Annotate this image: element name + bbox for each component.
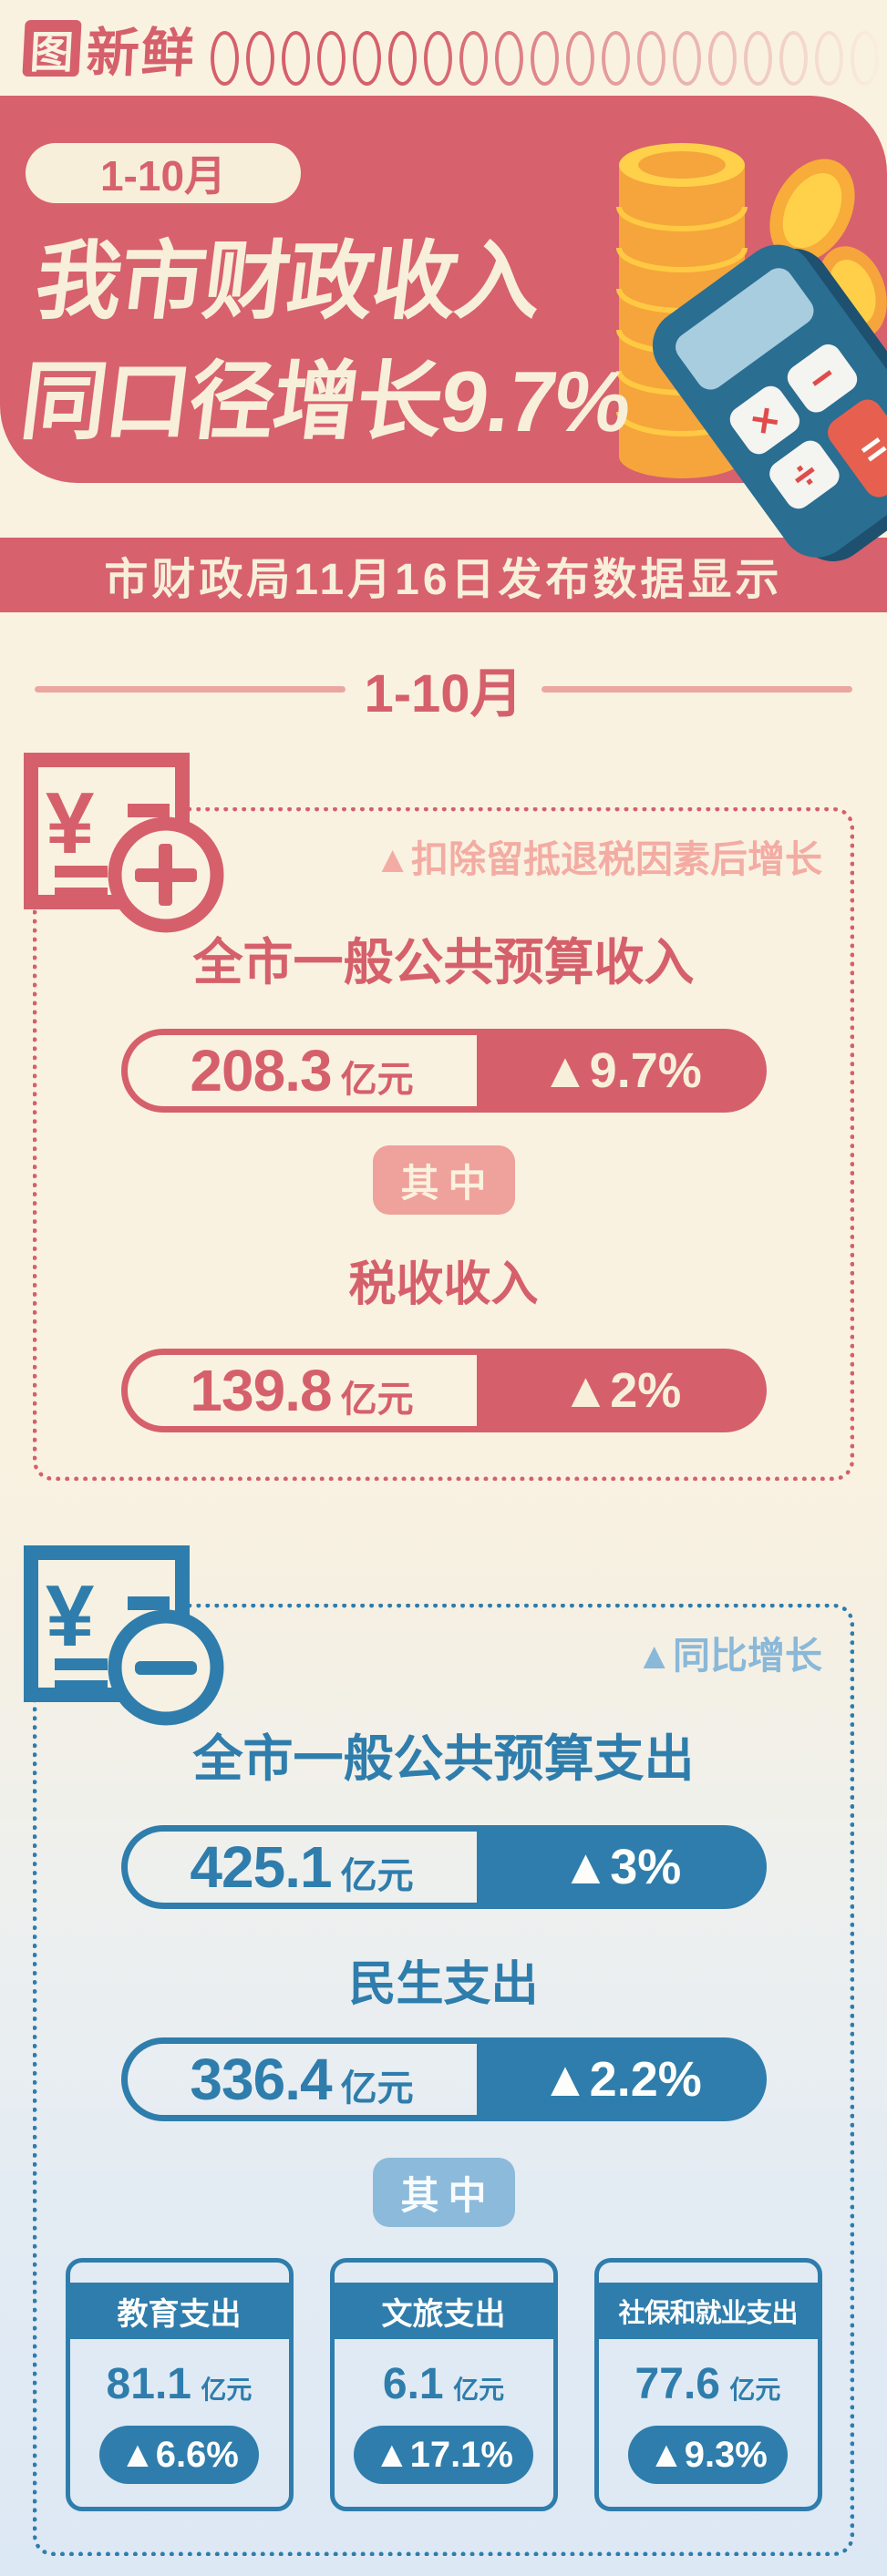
card-social-security: 社保和就业支出 77.6 亿元 ▲9.3% (593, 2258, 822, 2511)
card-social-security-label: 社保和就业支出 (593, 2283, 822, 2339)
card-education-amount: 81.1 亿元 (70, 2359, 289, 2409)
revenue-title: 全市一般公共预算收入 (192, 934, 695, 990)
revenue-note: ▲扣除留抵退税因素后增长 (374, 838, 822, 880)
expenditure-total-unit: 亿元 (340, 1856, 414, 1896)
card-education-unit: 亿元 (201, 2376, 253, 2404)
revenue-total-amount: 208.3 亿元 (120, 1029, 477, 1113)
period-badge: 1-10月 (26, 143, 301, 203)
expenditure-cards: 教育支出 81.1 亿元 ▲6.6% 文旅支出 6.1 亿元 ▲17.1% (37, 2258, 850, 2511)
livelihood-pill: 336.4 亿元 ▲2.2% (120, 2037, 767, 2121)
card-social-security-amount: 77.6 亿元 (599, 2359, 818, 2409)
tax-revenue-change: ▲2% (476, 1349, 767, 1432)
top-bar: 图 新鲜 (0, 0, 887, 96)
invoice-plus-icon: ¥ (22, 751, 233, 939)
expenditure-total-value: 425.1 (190, 1834, 332, 1900)
zero-oval (637, 31, 666, 86)
subtitle-bar: 市财政局11月16日发布数据显示 (0, 538, 887, 612)
expenditure-title: 全市一般公共预算支出 (192, 1730, 695, 1787)
card-culture-tourism-unit: 亿元 (453, 2376, 505, 2404)
livelihood-title: 民生支出 (348, 1958, 539, 2011)
zero-oval (246, 31, 275, 86)
expenditure-total-pill: 425.1 亿元 ▲3% (120, 1825, 767, 1909)
card-education: 教育支出 81.1 亿元 ▲6.6% (65, 2258, 294, 2511)
livelihood-value: 336.4 (190, 2047, 332, 2112)
zero-oval (779, 31, 809, 86)
expenditure-total-change: ▲3% (476, 1825, 767, 1909)
card-culture-tourism: 文旅支出 6.1 亿元 ▲17.1% (329, 2258, 558, 2511)
tax-revenue-title: 税收收入 (348, 1258, 539, 1311)
zero-oval (424, 31, 453, 86)
zeros-decoration (211, 30, 887, 87)
card-social-security-value: 77.6 (634, 2360, 720, 2408)
expenditure-dotted-box: ▲同比增长 全市一般公共预算支出 425.1 亿元 ▲3% 民生支出 336.4… (33, 1604, 854, 2556)
livelihood-change: ▲2.2% (476, 2037, 767, 2121)
zero-oval (851, 31, 880, 86)
zero-oval (744, 31, 773, 86)
zero-oval (673, 31, 702, 86)
period-section-heading: 1-10月 (0, 654, 887, 724)
invoice-minus-icon: ¥ (22, 1544, 233, 1731)
expenditure-total-amount: 425.1 亿元 (120, 1825, 477, 1909)
card-social-security-change: ▲9.3% (628, 2426, 788, 2484)
coins-calculator-illustration: × − ÷ = (604, 101, 887, 562)
tax-revenue-pill: 139.8 亿元 ▲2% (120, 1349, 767, 1432)
expenditure-among-badge: 其中 (372, 2158, 515, 2227)
coins-calculator-icon: × − ÷ = (616, 143, 887, 562)
heading-line-right (541, 685, 852, 693)
zero-oval (531, 31, 560, 86)
livelihood-unit: 亿元 (340, 2068, 414, 2109)
card-education-change: ▲6.6% (99, 2426, 259, 2484)
card-education-label: 教育支出 (65, 2283, 294, 2339)
livelihood-amount: 336.4 亿元 (120, 2037, 477, 2121)
period-section-label: 1-10月 (364, 664, 523, 724)
tax-revenue-amount: 139.8 亿元 (120, 1349, 477, 1432)
revenue-total-unit: 亿元 (340, 1060, 414, 1100)
revenue-total-change: ▲9.7% (476, 1029, 767, 1113)
zero-oval (282, 31, 311, 86)
tax-revenue-unit: 亿元 (340, 1380, 414, 1420)
card-education-value: 81.1 (106, 2360, 191, 2408)
revenue-total-value: 208.3 (190, 1038, 332, 1103)
brand-logo-text: 新鲜 (85, 24, 198, 83)
card-culture-tourism-value: 6.1 (382, 2360, 444, 2408)
revenue-among-badge: 其中 (372, 1145, 515, 1215)
zero-oval (211, 31, 240, 86)
revenue-panel: ¥ ▲扣除留抵退税因素后增长 全市一般公共预算收入 208.3 亿元 ▲9.7%… (24, 753, 854, 1481)
zero-oval (815, 31, 844, 86)
card-social-security-unit: 亿元 (729, 2376, 781, 2404)
revenue-dotted-box: ▲扣除留抵退税因素后增长 全市一般公共预算收入 208.3 亿元 ▲9.7% 其… (33, 807, 854, 1481)
zero-oval (317, 31, 346, 86)
main-title-line1: 我市财政收入 (30, 233, 546, 329)
zero-oval (495, 31, 524, 86)
revenue-total-pill: 208.3 亿元 ▲9.7% (120, 1029, 767, 1113)
zero-oval (388, 31, 418, 86)
card-culture-tourism-label: 文旅支出 (329, 2283, 558, 2339)
heading-line-left (35, 685, 346, 693)
svg-text:¥: ¥ (46, 775, 94, 872)
main-title: 我市财政收入 同口径增长9.7% (15, 221, 652, 461)
header-banner: 1-10月 我市财政收入 同口径增长9.7% (0, 96, 887, 562)
zero-oval (602, 31, 631, 86)
zero-oval (566, 31, 595, 86)
main-title-line2: 同口径增长9.7% (15, 353, 635, 449)
tax-revenue-value: 139.8 (190, 1358, 332, 1423)
zero-oval (708, 31, 737, 86)
brand-logo-boxed-char: 图 (22, 20, 82, 77)
expenditure-note: ▲同比增长 (635, 1635, 822, 1677)
brand-logo: 图 新鲜 (22, 10, 198, 87)
card-culture-tourism-amount: 6.1 亿元 (335, 2359, 553, 2409)
zero-oval (459, 31, 489, 86)
card-culture-tourism-change: ▲17.1% (353, 2426, 533, 2484)
expenditure-panel: ¥ ▲同比增长 全市一般公共预算支出 425.1 亿元 ▲3% 民生支出 (24, 1545, 854, 2556)
zero-oval (353, 31, 382, 86)
svg-text:¥: ¥ (46, 1567, 94, 1665)
